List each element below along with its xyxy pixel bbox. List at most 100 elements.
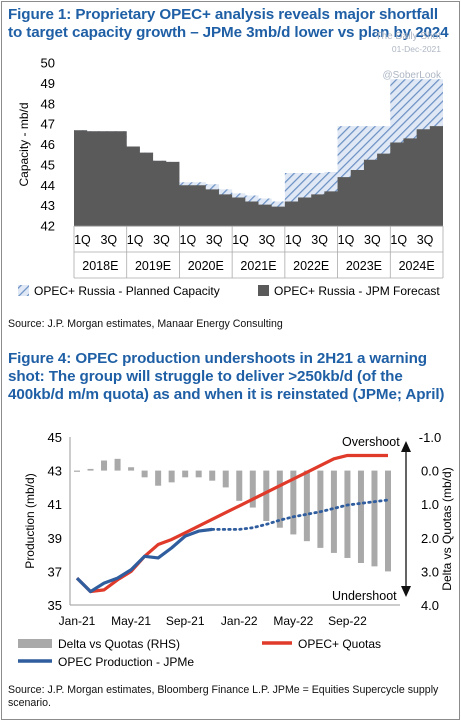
delta-bar	[74, 470, 80, 472]
delta-bar	[317, 470, 324, 548]
x-tick-quarter-label: 3Q	[417, 233, 434, 247]
delta-bar	[195, 470, 202, 478]
delta-bar	[371, 470, 378, 567]
figure1-chart: 42 43 44 45 46 47 48 49 50 Capacity - mb/d 1Q 3Q 1Q 3…	[17, 56, 444, 298]
x-tick-year-label: 2020E	[188, 259, 224, 273]
legend-label-planned: OPEC+ Russia - Planned Capacity	[34, 284, 220, 298]
delta-bar	[357, 470, 364, 563]
y-tick-label: 49	[41, 76, 55, 91]
y-tick-label: 45	[48, 430, 62, 445]
watermark-brand: The Daily Shot	[375, 31, 441, 42]
delta-bar	[222, 470, 229, 488]
x-tick-quarter-label: 1Q	[74, 233, 91, 247]
legend-swatch-jpm	[258, 285, 269, 296]
y-tick-label: 35	[48, 598, 62, 613]
x-tick-year-label: 2023E	[346, 259, 382, 273]
delta-bar	[209, 470, 216, 481]
x-tick-label: Jan-21	[59, 614, 96, 628]
y-axis-label: Capacity - mb/d	[17, 102, 31, 186]
delta-bar	[87, 468, 94, 471]
delta-bar	[330, 470, 337, 553]
y2-tick-label: 0.0	[421, 464, 439, 479]
delta-bar	[155, 470, 162, 486]
x-tick-year-label: 2018E	[82, 259, 118, 273]
y2-tick-label: 2.0	[421, 531, 439, 546]
x-tick-label: Sep-22	[328, 614, 367, 628]
x-tick-year-label: 2022E	[293, 259, 329, 273]
delta-bar	[182, 470, 189, 478]
figure1-legend: OPEC+ Russia - Planned Capacity OPEC+ Rus…	[18, 284, 440, 298]
quota-line	[75, 453, 388, 594]
overshoot-label: Overshoot	[342, 435, 400, 449]
y-tick-label: 42	[41, 219, 55, 234]
production-projection-line	[210, 498, 390, 531]
production-line	[75, 527, 213, 594]
delta-bar	[303, 470, 310, 542]
figure1-title: Figure 1: Proprietary OPEC+ analysis rev…	[8, 6, 449, 41]
watermark-date: 01-Dec-2021	[391, 44, 441, 54]
y-tick-label: 50	[41, 56, 55, 71]
legend-label-jpm: OPEC+ Russia - JPM Forecast	[274, 284, 440, 298]
y-tick-label: 47	[41, 117, 55, 132]
y-tick-label: 37	[48, 564, 62, 579]
x-tick-year-label: 2021E	[240, 259, 276, 273]
x-tick-quarter-label: 3Q	[259, 233, 276, 247]
x-tick-quarter-label: 1Q	[390, 233, 407, 247]
x-tick-quarter-label: 3Q	[364, 233, 381, 247]
y2-tick-label: 4.0	[421, 598, 439, 613]
legend-swatch-delta	[18, 639, 52, 648]
legend-label-quota: OPEC+ Quotas	[298, 637, 381, 651]
figure4-source: Source: J.P. Morgan estimates, Bloomberg…	[8, 684, 439, 709]
arrow-head-up	[401, 441, 411, 452]
delta-bar	[344, 470, 351, 558]
jpm-forecast-area	[74, 126, 443, 226]
x-tick-quarter-label: 1Q	[127, 233, 144, 247]
x-tick-quarter-label: 1Q	[180, 233, 197, 247]
y-tick-label: 43	[48, 464, 62, 479]
x-tick-quarter-label: 3Q	[153, 233, 170, 247]
undershoot-label: Undershoot	[332, 589, 397, 603]
y-tick-label: 43	[41, 198, 55, 213]
x-tick-quarter-label: 3Q	[311, 233, 328, 247]
watermark-handle: @SoberLook	[382, 70, 441, 81]
delta-bar	[101, 460, 108, 471]
legend-label-delta: Delta vs Quotas (RHS)	[58, 637, 180, 651]
x-tick-quarter-label: 3Q	[100, 233, 117, 247]
y-tick-label: 44	[41, 178, 55, 193]
legend-swatch-planned	[18, 285, 29, 296]
x-tick-quarter-label: 1Q	[232, 233, 249, 247]
x-tick-year-label: 2024E	[399, 259, 435, 273]
y-tick-label: 41	[48, 497, 62, 512]
y-axis-label: Production (mb/d)	[23, 473, 37, 568]
delta-bar	[276, 470, 283, 528]
x-tick-year-label: 2019E	[135, 259, 171, 273]
y-tick-label: 48	[41, 96, 55, 111]
arrow-head-down	[401, 586, 411, 597]
figure1-source: Source: J.P. Morgan estimates, Manaar En…	[8, 318, 283, 330]
figure4-legend: Delta vs Quotas (RHS) OPEC+ Quotas OPEC Pr…	[18, 637, 381, 669]
x-tick-quarter-label: 1Q	[285, 233, 302, 247]
delta-bar	[141, 470, 148, 478]
y2-axis-label: Delta vs Quotas (mb/d)	[440, 467, 454, 590]
y-tick-label: 46	[41, 137, 55, 152]
delta-bar	[263, 470, 270, 521]
delta-bar	[128, 467, 135, 471]
figure4-chart: 35 37 39 41 43 45 Production (mb/d) -1.0 0.0 1.0 2…	[18, 430, 454, 669]
delta-bar	[168, 470, 175, 483]
x-tick-label: Jan-22	[221, 614, 258, 628]
delta-bar	[385, 470, 391, 572]
y-tick-label: 45	[41, 157, 55, 172]
x-tick-quarter-label: 3Q	[206, 233, 223, 247]
delta-bar	[249, 470, 256, 508]
y2-tick-label: 1.0	[421, 497, 439, 512]
x-tick-quarter-label: 1Q	[338, 233, 355, 247]
delta-bar	[290, 470, 297, 535]
delta-bar	[114, 458, 121, 471]
x-tick-label: May-22	[273, 614, 313, 628]
x-tick-label: May-21	[111, 614, 151, 628]
legend-label-production: OPEC Production - JPMe	[58, 655, 194, 669]
y-tick-label: 39	[48, 531, 62, 546]
figure4-title: Figure 4: OPEC production undershoots in…	[8, 350, 445, 403]
